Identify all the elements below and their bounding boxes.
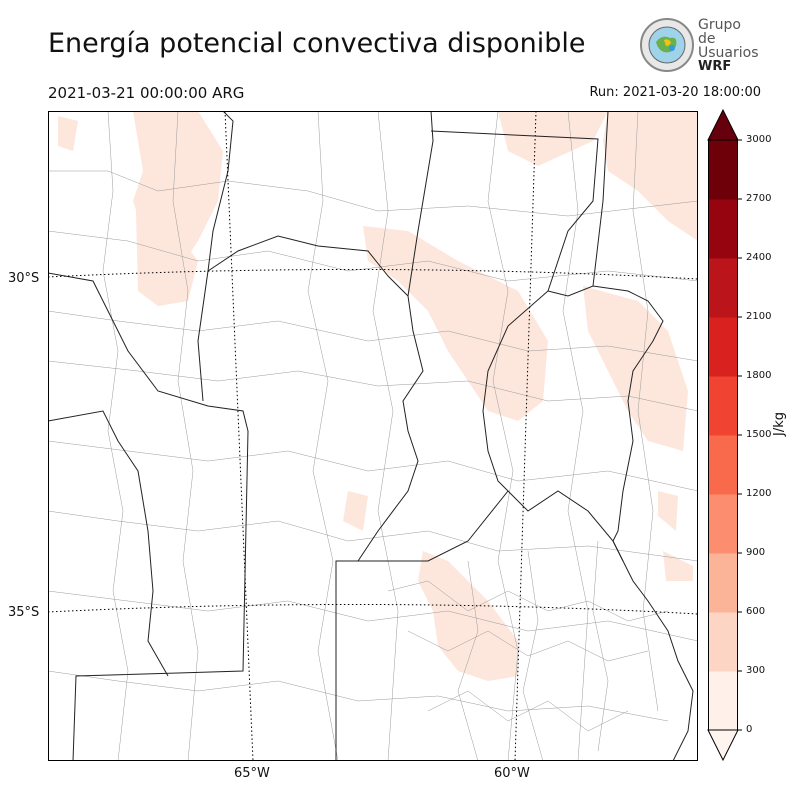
lon-label-65w: 65°W (234, 766, 270, 781)
colorbar-frame (708, 139, 738, 731)
colorbar-segment (708, 671, 738, 731)
colorbar (707, 108, 742, 762)
wrf-logo: Grupo de Usuarios WRF (638, 16, 759, 74)
colorbar-tick-label: 300 (746, 665, 766, 676)
colorbar-segment (708, 376, 738, 436)
colorbar-tick-label: 2400 (746, 252, 772, 263)
colorbar-segment (708, 494, 738, 554)
page-title: Energía potencial convectiva disponible (48, 28, 586, 59)
colorbar-segment (708, 553, 738, 613)
colorbar-tick-label: 1500 (746, 429, 772, 440)
colorbar-tick-label: 2100 (746, 311, 772, 322)
colorbar-segment (708, 612, 738, 672)
colorbar-segment (708, 258, 738, 318)
logo-line3: WRF (698, 59, 732, 74)
logo-line2: Usuarios (698, 45, 759, 61)
logo-text: Grupo de Usuarios WRF (698, 18, 759, 74)
colorbar-tick-label: 0 (746, 724, 753, 735)
colorbar-under-arrow (707, 729, 739, 762)
county-borders (48, 111, 698, 761)
colorbar-segment (708, 199, 738, 259)
cape-map (48, 111, 698, 761)
map-frame (48, 111, 698, 761)
colorbar-unit: J/kg (772, 412, 787, 436)
colorbar-tick-label: 600 (746, 606, 766, 617)
lon-label-60w: 60°W (494, 766, 530, 781)
logo-line1: Grupo de (698, 17, 741, 47)
run-time: Run: 2021-03-20 18:00:00 (589, 85, 761, 100)
colorbar-tick-label: 1200 (746, 488, 772, 499)
logo-emblem-icon (640, 18, 694, 72)
lat-label-35s: 35°S (8, 605, 40, 620)
graticule (48, 111, 698, 761)
colorbar-tick-label: 1800 (746, 370, 772, 381)
colorbar-segment (708, 435, 738, 495)
colorbar-over-arrow (707, 108, 739, 141)
colorbar-segment (708, 317, 738, 377)
colorbar-tick-label: 3000 (746, 134, 772, 145)
colorbar-tick-label: 2700 (746, 193, 772, 204)
colorbar-segment (708, 140, 738, 200)
lat-label-30s: 30°S (8, 271, 40, 286)
valid-time: 2021-03-21 00:00:00 ARG (48, 84, 245, 102)
colorbar-tick-label: 900 (746, 547, 766, 558)
province-borders (48, 111, 694, 761)
